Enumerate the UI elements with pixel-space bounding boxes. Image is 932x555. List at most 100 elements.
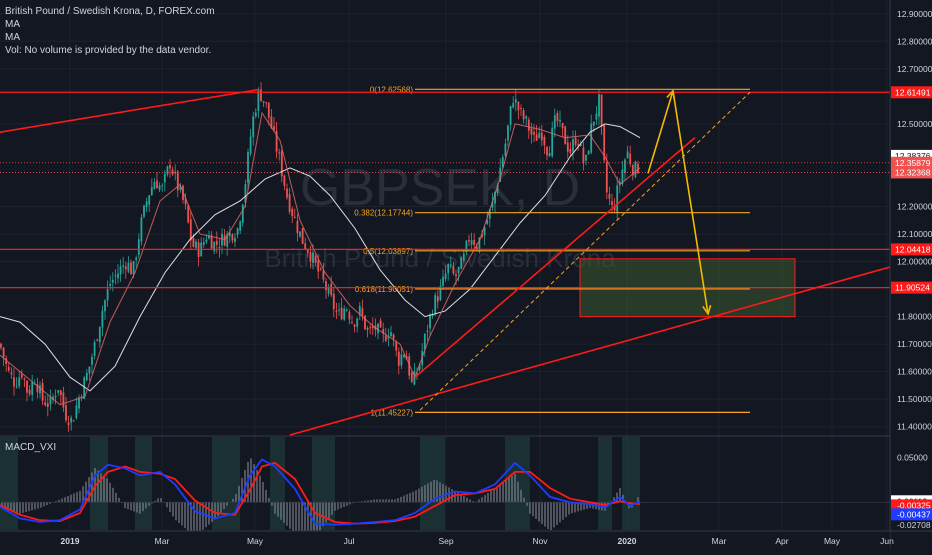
macd-tick-label: -0.00437 bbox=[897, 509, 931, 519]
candle-body bbox=[403, 354, 405, 358]
candle-body bbox=[59, 390, 62, 396]
candle-body bbox=[187, 205, 190, 223]
candle-body bbox=[205, 239, 208, 243]
candle-body bbox=[345, 309, 348, 311]
candle-body bbox=[62, 392, 65, 408]
candle-body bbox=[179, 186, 182, 190]
candle-body bbox=[520, 108, 522, 110]
candle-body bbox=[301, 228, 304, 244]
candle-body bbox=[257, 89, 260, 112]
candle-body bbox=[384, 335, 387, 341]
candle-body bbox=[18, 377, 21, 387]
time-tick-label: May bbox=[247, 536, 264, 546]
candle-body bbox=[501, 156, 504, 168]
level-layer bbox=[0, 91, 890, 289]
candle-body bbox=[88, 366, 91, 374]
candle-body bbox=[397, 351, 400, 366]
volume-note: Vol: No volume is provided by the data v… bbox=[5, 45, 212, 56]
ma2-label[interactable]: MA bbox=[5, 32, 20, 43]
fib-level-label: 0.618(11.90051) bbox=[355, 285, 413, 294]
candle-body bbox=[533, 131, 535, 135]
candle-body bbox=[600, 94, 603, 127]
candle-body bbox=[540, 132, 543, 141]
candle-body bbox=[143, 205, 145, 217]
candle-body bbox=[130, 262, 132, 275]
price-tag-bg bbox=[891, 166, 932, 179]
chart-legend: British Pound / Swedish Krona, D, FOREX.… bbox=[5, 5, 215, 57]
candle-body bbox=[241, 204, 244, 223]
candle-body bbox=[413, 371, 416, 385]
candle-body bbox=[140, 217, 143, 242]
price-tag-label: 12.38376 bbox=[895, 151, 931, 161]
candle-body bbox=[499, 167, 502, 182]
candle-body bbox=[67, 422, 70, 426]
candle-body bbox=[483, 227, 486, 236]
candle-body bbox=[426, 330, 429, 332]
candle-body bbox=[434, 295, 437, 315]
trendline bbox=[414, 137, 696, 378]
candle-body bbox=[429, 314, 431, 329]
candle-body bbox=[447, 263, 450, 274]
candle-body bbox=[608, 194, 611, 199]
macd-signal-line bbox=[0, 461, 641, 525]
projection-arrow-up bbox=[666, 89, 676, 100]
candle-body bbox=[624, 159, 626, 173]
price-scale-bg bbox=[890, 0, 932, 550]
candle-body bbox=[283, 175, 286, 186]
symbol-title[interactable]: British Pound / Swedish Krona, D, FOREX.… bbox=[5, 6, 215, 17]
candle-body bbox=[192, 237, 195, 247]
candle-body bbox=[408, 356, 411, 376]
price-tag-label: 12.61491 bbox=[895, 87, 931, 97]
candle-body bbox=[312, 252, 314, 263]
candle-body bbox=[202, 242, 205, 245]
price-tick-label: 12.50000 bbox=[897, 119, 932, 129]
candle-body bbox=[621, 169, 624, 185]
candle-body bbox=[390, 332, 392, 337]
candle-body bbox=[470, 240, 473, 245]
candle-body bbox=[124, 266, 127, 270]
time-tick-label: Sep bbox=[438, 536, 453, 546]
price-tag-label: 12.04418 bbox=[895, 244, 931, 254]
macd-tick-label: 0.05000 bbox=[897, 453, 928, 463]
candle-body bbox=[400, 354, 403, 366]
price-tag-label: 11.90524 bbox=[895, 283, 930, 293]
candle-body bbox=[28, 389, 31, 395]
candle-body bbox=[101, 310, 104, 328]
candle-body bbox=[613, 205, 616, 211]
candle-body bbox=[163, 173, 166, 183]
time-tick-label: Apr bbox=[775, 536, 788, 546]
candle-body bbox=[286, 188, 288, 198]
candle-body bbox=[473, 239, 476, 245]
candle-body bbox=[127, 262, 130, 272]
trendline bbox=[0, 88, 260, 133]
watermark-layer: GBPSEK, D British Pound / Swedish Krona bbox=[264, 159, 616, 273]
candle-body bbox=[304, 243, 307, 250]
candle-body bbox=[371, 326, 374, 329]
candle-body bbox=[65, 405, 67, 421]
candle-body bbox=[587, 150, 590, 155]
candle-body bbox=[462, 253, 465, 261]
candle-body bbox=[358, 305, 361, 316]
candle-body bbox=[109, 283, 112, 286]
ma1-label[interactable]: MA bbox=[5, 19, 20, 30]
candle-body bbox=[132, 261, 135, 275]
candle-body bbox=[551, 127, 554, 157]
candle-body bbox=[153, 181, 156, 190]
candle-body bbox=[481, 234, 483, 238]
candle-body bbox=[475, 246, 478, 250]
candle-body bbox=[215, 240, 218, 245]
candle-body bbox=[514, 99, 517, 103]
candle-body bbox=[603, 124, 606, 161]
candle-body bbox=[2, 347, 5, 358]
candle-body bbox=[361, 308, 364, 316]
candle-body bbox=[442, 276, 444, 286]
time-tick-label: Jul bbox=[344, 536, 355, 546]
candle-body bbox=[556, 113, 559, 122]
macd-indicator-label[interactable]: MACD_VXI bbox=[5, 442, 57, 453]
candle-body bbox=[137, 239, 140, 255]
candle-body bbox=[262, 100, 265, 103]
candle-body bbox=[595, 113, 598, 120]
